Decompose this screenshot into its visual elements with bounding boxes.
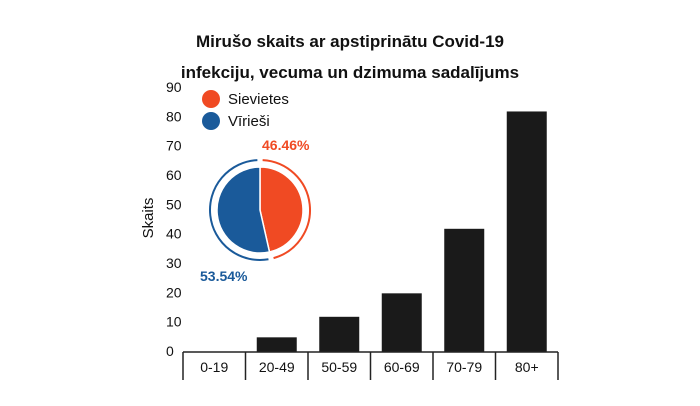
y-axis: 0 10 20 30 40 50 60 70 80 90 Skaits xyxy=(140,79,182,359)
chart-title-line-2: infekciju, vecuma un dzimuma sadalījums xyxy=(180,63,520,82)
x-tick-label: 50-59 xyxy=(321,359,357,375)
x-tick-label: 80+ xyxy=(515,359,539,375)
gender-pie: 46.46% 53.54% xyxy=(200,137,311,284)
y-tick-label: 40 xyxy=(166,226,182,242)
y-tick-label: 0 xyxy=(166,343,174,359)
x-tick-label: 20-49 xyxy=(259,359,295,375)
pie-bracket-virieši xyxy=(209,159,269,261)
y-tick-label: 10 xyxy=(166,314,182,330)
x-tick-label: 70-79 xyxy=(446,359,482,375)
y-tick-label: 50 xyxy=(166,196,182,212)
bar-80+ xyxy=(506,111,547,352)
y-tick-label: 30 xyxy=(166,255,182,271)
legend: Sievietes Vīrieši xyxy=(202,90,289,130)
legend-label-vīrieši: Vīrieši xyxy=(228,113,270,130)
y-tick-label: 60 xyxy=(166,167,182,183)
pie-slice-vīrieši xyxy=(216,166,271,254)
pie-slice-sievietes xyxy=(259,166,304,253)
pie-bracket-sievietes xyxy=(262,159,311,260)
x-tick-label: 0-19 xyxy=(200,359,228,375)
pie-value-label-sievietes: 46.46% xyxy=(262,137,310,153)
bars xyxy=(256,111,547,352)
y-tick-label: 20 xyxy=(166,284,182,300)
x-tick-label: 60-69 xyxy=(384,359,420,375)
pie-value-label-virieši: 53.54% xyxy=(200,268,248,284)
y-axis-label: Skaits xyxy=(140,198,157,239)
bar-50-59 xyxy=(319,316,360,352)
legend-marker-sievietes xyxy=(202,90,220,108)
x-axis: 0-19 20-49 50-59 60-69 70-79 80+ xyxy=(182,351,559,380)
bar-70-79 xyxy=(444,228,485,352)
y-tick-label: 70 xyxy=(166,138,182,154)
bar-60-69 xyxy=(381,293,422,352)
bar-20-49 xyxy=(256,337,297,352)
legend-label-sievietes: Sievietes xyxy=(228,91,289,108)
chart-title-line-1: Mirušo skaits ar apstiprinātu Covid-19 xyxy=(196,32,504,51)
legend-marker-vīrieši xyxy=(202,112,220,130)
y-tick-label: 80 xyxy=(166,108,182,124)
y-tick-label: 90 xyxy=(166,79,182,95)
